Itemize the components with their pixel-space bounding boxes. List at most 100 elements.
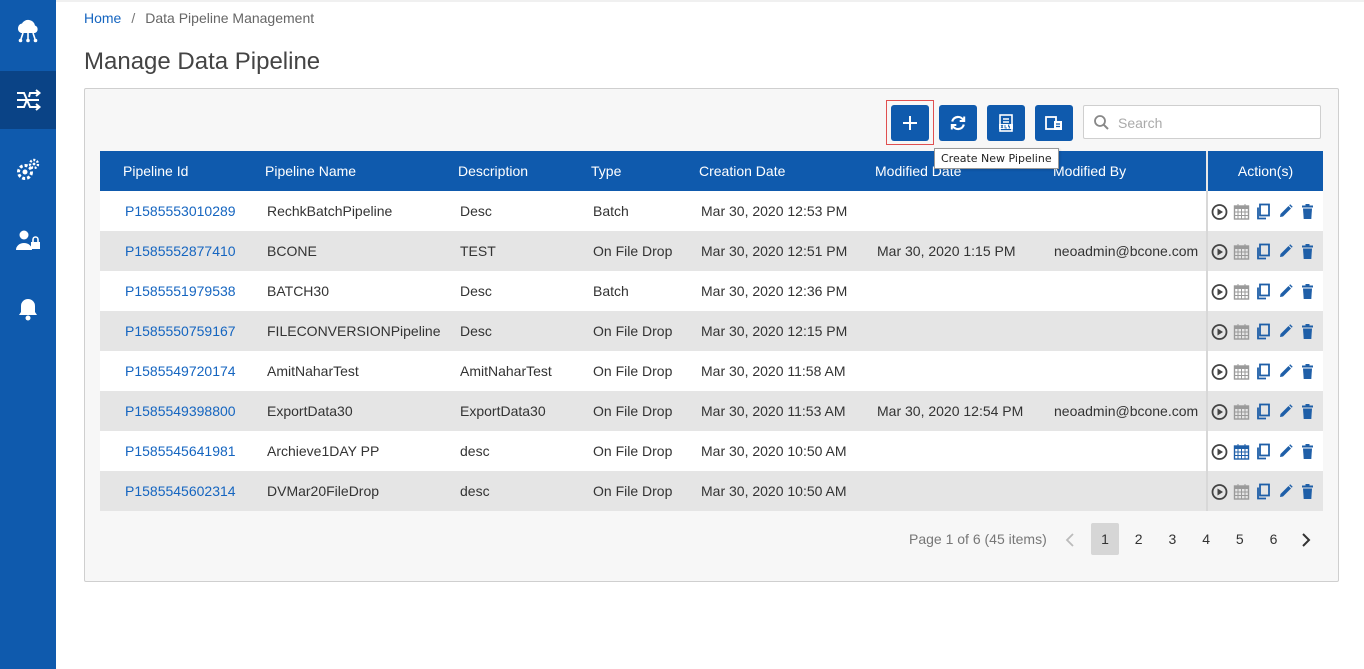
search-input[interactable] <box>1116 110 1316 136</box>
run-icon[interactable] <box>1211 243 1228 260</box>
delete-icon[interactable] <box>1299 443 1316 460</box>
copy-icon[interactable] <box>1255 323 1272 340</box>
column-header-creation-date[interactable]: Creation Date <box>699 163 786 179</box>
xlsx-export-icon <box>999 114 1013 132</box>
sidebar-item-pipeline[interactable] <box>0 71 56 129</box>
sidebar-item-cloud[interactable] <box>0 2 56 60</box>
pipeline-id-link[interactable]: P1585550759167 <box>125 323 236 339</box>
column-header-pipeline-id[interactable]: Pipeline Id <box>123 163 189 179</box>
next-page-button[interactable] <box>1296 529 1316 551</box>
copy-export-button[interactable] <box>1035 105 1073 141</box>
schedule-icon[interactable] <box>1233 403 1250 420</box>
row-actions <box>1206 431 1323 471</box>
breadcrumb-home[interactable]: Home <box>84 10 122 26</box>
copy-icon[interactable] <box>1255 363 1272 380</box>
pipeline-id-link[interactable]: P1585545602314 <box>125 483 236 499</box>
copy-icon[interactable] <box>1255 403 1272 420</box>
pipeline-name-cell: RechkBatchPipeline <box>267 203 393 219</box>
page-number-button[interactable]: 1 <box>1091 523 1119 555</box>
column-header-actions: Action(s) <box>1206 151 1323 191</box>
delete-icon[interactable] <box>1299 363 1316 380</box>
type-cell: Batch <box>593 203 629 219</box>
pipeline-name-cell: BCONE <box>267 243 317 259</box>
page-number-button[interactable]: 2 <box>1134 531 1143 547</box>
copy-icon[interactable] <box>1255 243 1272 260</box>
page-number-button[interactable]: 6 <box>1269 531 1278 547</box>
create-pipeline-button[interactable] <box>891 105 929 141</box>
pipeline-id-link[interactable]: P1585551979538 <box>125 283 236 299</box>
edit-icon[interactable] <box>1277 323 1294 340</box>
run-icon[interactable] <box>1211 203 1228 220</box>
table-row: P1585553010289 RechkBatchPipeline Desc Batc… <box>100 191 1323 231</box>
search-icon <box>1094 115 1109 130</box>
table-row: P1585551979538 BATCH30 Desc Batch Mar 30, 20… <box>100 271 1323 311</box>
sidebar-item-user-access[interactable] <box>0 211 56 269</box>
description-cell: desc <box>460 483 490 499</box>
row-actions <box>1206 191 1323 231</box>
copy-icon[interactable] <box>1255 483 1272 500</box>
edit-icon[interactable] <box>1277 443 1294 460</box>
creation-date-cell: Mar 30, 2020 11:53 AM <box>701 403 846 419</box>
schedule-icon[interactable] <box>1233 243 1250 260</box>
sidebar-item-notifications[interactable] <box>0 280 56 338</box>
edit-icon[interactable] <box>1277 243 1294 260</box>
schedule-icon[interactable] <box>1233 323 1250 340</box>
pipeline-id-link[interactable]: P1585553010289 <box>125 203 236 219</box>
description-cell: TEST <box>460 243 496 259</box>
cloud-network-icon <box>17 19 38 43</box>
schedule-icon[interactable] <box>1233 443 1250 460</box>
schedule-icon[interactable] <box>1233 203 1250 220</box>
run-icon[interactable] <box>1211 403 1228 420</box>
delete-icon[interactable] <box>1299 203 1316 220</box>
pipeline-name-cell: AmitNaharTest <box>267 363 359 379</box>
schedule-icon[interactable] <box>1233 283 1250 300</box>
export-xlsx-button[interactable] <box>987 105 1025 141</box>
edit-icon[interactable] <box>1277 363 1294 380</box>
copy-icon[interactable] <box>1255 443 1272 460</box>
run-icon[interactable] <box>1211 443 1228 460</box>
page-number-button[interactable]: 3 <box>1168 531 1177 547</box>
schedule-icon[interactable] <box>1233 363 1250 380</box>
modified-by-cell: neoadmin@bcone.com <box>1054 243 1199 259</box>
pipeline-name-cell: ExportData30 <box>267 403 353 419</box>
delete-icon[interactable] <box>1299 403 1316 420</box>
run-icon[interactable] <box>1211 483 1228 500</box>
pipeline-id-link[interactable]: P1585552877410 <box>125 243 236 259</box>
table-row: P1585549720174 AmitNaharTest AmitNaharTest… <box>100 351 1323 391</box>
creation-date-cell: Mar 30, 2020 12:53 PM <box>701 203 848 219</box>
table-header: Pipeline Id Pipeline Name Description Ty… <box>100 151 1323 191</box>
delete-icon[interactable] <box>1299 283 1316 300</box>
edit-icon[interactable] <box>1277 283 1294 300</box>
gears-icon <box>17 158 40 180</box>
column-header-pipeline-name[interactable]: Pipeline Name <box>265 163 357 179</box>
type-cell: On File Drop <box>593 483 673 499</box>
copy-icon[interactable] <box>1255 283 1272 300</box>
column-header-modified-by[interactable]: Modified By <box>1053 163 1127 179</box>
run-icon[interactable] <box>1211 323 1228 340</box>
edit-icon[interactable] <box>1277 483 1294 500</box>
page-number-button[interactable]: 5 <box>1235 531 1244 547</box>
run-icon[interactable] <box>1211 363 1228 380</box>
schedule-icon[interactable] <box>1233 483 1250 500</box>
column-header-type[interactable]: Type <box>591 163 622 179</box>
delete-icon[interactable] <box>1299 323 1316 340</box>
pipeline-name-cell: DVMar20FileDrop <box>267 483 380 499</box>
copy-icon[interactable] <box>1255 203 1272 220</box>
sidebar-item-settings[interactable] <box>0 141 56 199</box>
pipeline-id-link[interactable]: P1585549720174 <box>125 363 236 379</box>
copy-export-icon <box>1045 116 1062 130</box>
page-number-button[interactable]: 4 <box>1202 531 1210 547</box>
column-header-description[interactable]: Description <box>458 163 529 179</box>
run-icon[interactable] <box>1211 283 1228 300</box>
pipeline-id-link[interactable]: P1585545641981 <box>125 443 236 459</box>
delete-icon[interactable] <box>1299 483 1316 500</box>
edit-icon[interactable] <box>1277 403 1294 420</box>
type-cell: On File Drop <box>593 403 673 419</box>
creation-date-cell: Mar 30, 2020 12:36 PM <box>701 283 848 299</box>
pipeline-icon <box>17 89 42 111</box>
refresh-button[interactable] <box>939 105 977 141</box>
edit-icon[interactable] <box>1277 203 1294 220</box>
delete-icon[interactable] <box>1299 243 1316 260</box>
previous-page-button[interactable] <box>1060 529 1080 551</box>
pipeline-id-link[interactable]: P1585549398800 <box>125 403 236 419</box>
